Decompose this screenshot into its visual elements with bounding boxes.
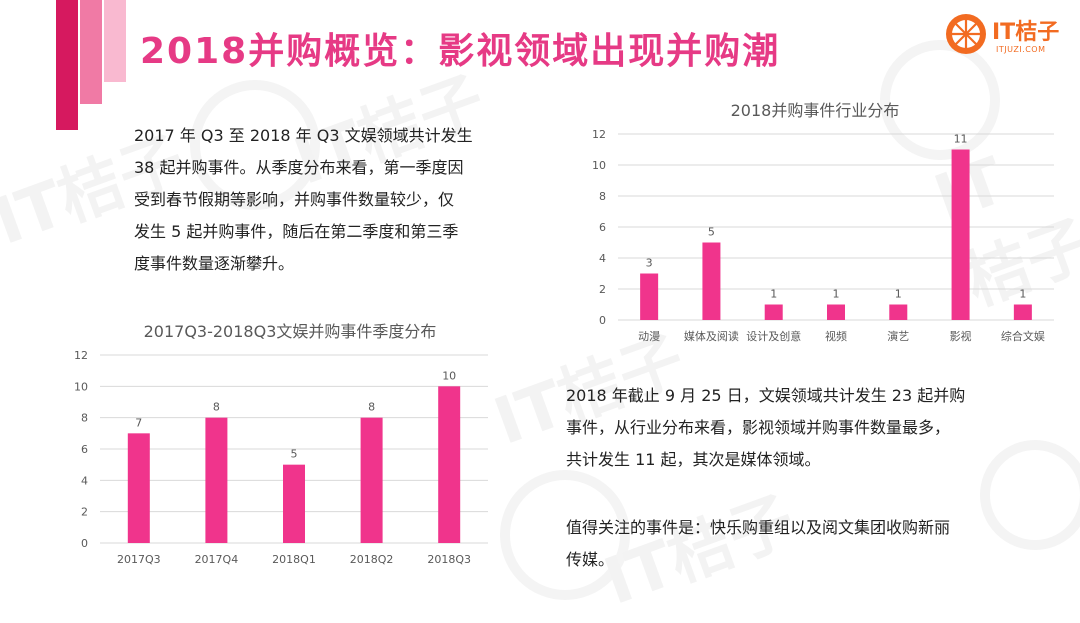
bar bbox=[640, 273, 659, 320]
x-category-label: 2017Q4 bbox=[195, 553, 239, 566]
y-tick-label: 2 bbox=[81, 506, 88, 519]
data-label: 7 bbox=[135, 416, 142, 429]
x-category-label: 演艺 bbox=[887, 329, 909, 343]
data-label: 5 bbox=[291, 448, 298, 461]
data-label: 1 bbox=[770, 288, 777, 301]
bar bbox=[889, 304, 908, 320]
decor-bar-1 bbox=[56, 0, 78, 130]
x-category-label: 动漫 bbox=[638, 329, 660, 343]
y-tick-label: 6 bbox=[81, 443, 88, 456]
decor-bar-3 bbox=[104, 0, 126, 82]
logo-subtext: ITJUZI.COM bbox=[996, 45, 1046, 54]
y-tick-label: 0 bbox=[599, 314, 606, 327]
chart-quarterly: 0 2 4 6 8 10 12 7 2017Q3 8 2017Q4 5 2018Q1 8 2018Q2 10 2… bbox=[74, 349, 488, 566]
y-tick-label: 4 bbox=[81, 474, 88, 487]
data-label: 5 bbox=[708, 226, 715, 239]
y-tick-label: 8 bbox=[599, 190, 606, 203]
bar bbox=[702, 242, 721, 320]
y-tick-label: 12 bbox=[74, 349, 88, 362]
data-label: 10 bbox=[442, 369, 456, 382]
data-label: 8 bbox=[368, 401, 375, 414]
chart-industry: 0 2 4 6 8 10 12 3 动漫 5 媒体及阅读 1 设计及创意 1 视频 1 演艺 11 影视 1 综合文娱 bbox=[592, 128, 1054, 343]
data-label: 1 bbox=[1019, 288, 1026, 301]
x-category-label: 综合文娱 bbox=[1001, 329, 1045, 343]
y-tick-label: 4 bbox=[599, 252, 606, 265]
y-tick-label: 8 bbox=[81, 412, 88, 425]
x-category-label: 设计及创意 bbox=[746, 329, 801, 343]
y-tick-label: 10 bbox=[592, 159, 606, 172]
decor-bar-2 bbox=[80, 0, 102, 104]
x-category-label: 媒体及阅读 bbox=[684, 329, 739, 343]
y-tick-label: 0 bbox=[81, 537, 88, 550]
paragraph-quarterly: 2017 年 Q3 至 2018 年 Q3 文娱领域共计发生 38 起并购事件。… bbox=[134, 126, 473, 273]
x-category-label: 2018Q1 bbox=[272, 553, 316, 566]
chart-title-industry: 2018并购事件行业分布 bbox=[730, 101, 900, 120]
x-category-label: 2017Q3 bbox=[117, 553, 161, 566]
bar bbox=[127, 433, 150, 543]
bar bbox=[1013, 304, 1032, 320]
bar bbox=[283, 464, 305, 543]
y-tick-label: 12 bbox=[592, 128, 606, 141]
orange-slice-icon bbox=[946, 14, 986, 54]
x-category-label: 2018Q2 bbox=[350, 553, 394, 566]
y-tick-label: 10 bbox=[74, 380, 88, 393]
paragraph-industry: 2018 年截止 9 月 25 日，文娱领域共计发生 23 起并购 事件，从行业… bbox=[566, 386, 966, 469]
bar bbox=[764, 304, 783, 320]
page-title: 2018并购概览：影视领域出现并购潮 bbox=[140, 31, 781, 72]
x-category-label: 视频 bbox=[825, 329, 847, 343]
x-category-label: 影视 bbox=[950, 329, 972, 343]
bar bbox=[951, 149, 970, 320]
bar bbox=[827, 304, 845, 320]
chart-title-quarterly: 2017Q3-2018Q3文娱并购事件季度分布 bbox=[143, 322, 437, 341]
data-label: 11 bbox=[954, 133, 968, 146]
x-category-label: 2018Q3 bbox=[427, 553, 471, 566]
logo-text: IT桔子 bbox=[992, 20, 1060, 45]
data-label: 1 bbox=[833, 288, 840, 301]
y-tick-label: 2 bbox=[599, 283, 606, 296]
bar bbox=[205, 417, 228, 543]
bar bbox=[360, 417, 383, 543]
brand-logo: IT桔子 ITJUZI.COM bbox=[946, 14, 1064, 60]
data-label: 8 bbox=[213, 401, 220, 414]
paragraph-highlight: 值得关注的事件是：快乐购重组以及阅文集团收购新丽 传媒。 bbox=[566, 518, 951, 569]
data-label: 1 bbox=[895, 288, 902, 301]
data-label: 3 bbox=[646, 257, 653, 270]
y-tick-label: 6 bbox=[599, 221, 606, 234]
bar bbox=[438, 386, 461, 543]
